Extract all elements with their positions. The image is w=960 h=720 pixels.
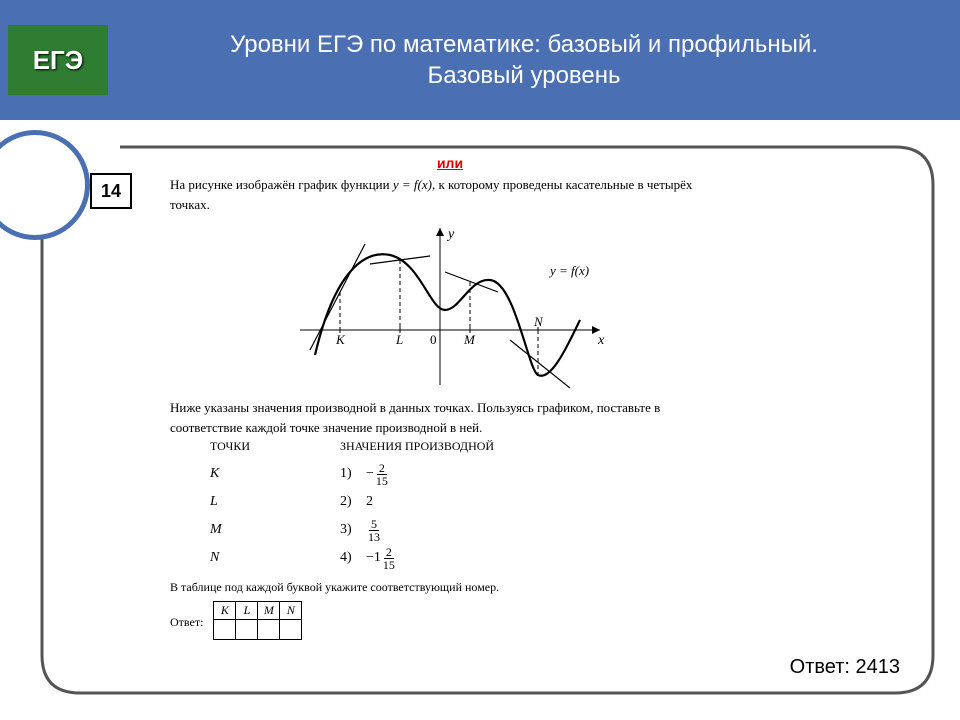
svg-text:0: 0: [430, 332, 437, 347]
deriv-4: 4) −1 215: [340, 544, 730, 572]
deriv-4-prefix: −1: [366, 550, 381, 566]
deriv-1-num: 1): [340, 466, 366, 482]
slide-header: ЕГЭ Уровни ЕГЭ по математике: базовый и …: [0, 0, 960, 120]
matching-columns: ТОЧКИ K L M N ЗНАЧЕНИЯ ПРОИЗВОДНОЙ 1) − …: [170, 439, 730, 572]
deriv-4-frac: 215: [381, 546, 397, 571]
or-label: или: [170, 155, 730, 171]
deriv-1-prefix: −: [366, 466, 374, 482]
desc-text-1: На рисунке изображён график функции: [170, 177, 393, 192]
svg-text:L: L: [395, 332, 403, 347]
deriv-2-num: 2): [340, 494, 366, 510]
y-axis-label: y: [446, 227, 455, 242]
svg-text:K: K: [335, 332, 346, 347]
derivs-header: ЗНАЧЕНИЯ ПРОИЗВОДНОЙ: [340, 439, 730, 454]
task-body: или На рисунке изображён график функции …: [170, 155, 730, 640]
deriv-3: 3) 513: [340, 516, 730, 544]
ans-col-m: M: [258, 602, 280, 620]
svg-text:M: M: [463, 332, 476, 347]
answer-row: Ответ: K L M N: [170, 601, 730, 640]
points-header: ТОЧКИ: [210, 439, 340, 454]
answer-table: K L M N: [213, 601, 302, 640]
ege-logo: ЕГЭ: [8, 25, 108, 95]
task-number-box: 14: [90, 173, 132, 209]
logo-text: ЕГЭ: [33, 45, 84, 76]
deriv-1-frac: 215: [374, 462, 390, 487]
problem-area: 14 или На рисунке изображён график функц…: [90, 155, 910, 675]
ans-col-n: N: [280, 602, 302, 620]
deriv-3-num: 3): [340, 522, 366, 538]
problem-description-2: Ниже указаны значения производной в данн…: [170, 398, 730, 437]
x-axis-label: x: [597, 333, 605, 348]
point-m: M: [210, 516, 340, 544]
slide-title: Уровни ЕГЭ по математике: базовый и проф…: [108, 29, 960, 91]
deriv-4-num: 4): [340, 550, 366, 566]
point-l: L: [210, 488, 340, 516]
answer-label: Ответ:: [170, 601, 203, 630]
table-instruction: В таблице под каждой буквой укажите соот…: [170, 580, 730, 595]
ans-col-k: K: [214, 602, 236, 620]
final-answer: Ответ: 2413: [790, 656, 900, 679]
decorative-circle: [0, 130, 90, 240]
function-graph: y x y = f(x) K L 0 M N: [280, 220, 620, 390]
problem-description-1: На рисунке изображён график функции y = …: [170, 175, 730, 214]
svg-text:N: N: [533, 314, 544, 329]
ans-col-l: L: [236, 602, 258, 620]
title-line-1: Уровни ЕГЭ по математике: базовый и проф…: [108, 29, 940, 60]
title-line-2: Базовый уровень: [108, 60, 940, 91]
task-number: 14: [101, 181, 121, 202]
point-n: N: [210, 544, 340, 572]
desc-func: y = f(x): [393, 177, 432, 192]
deriv-3-frac: 513: [366, 518, 382, 543]
points-column: ТОЧКИ K L M N: [210, 439, 340, 572]
deriv-2-val: 2: [366, 494, 373, 510]
deriv-1: 1) − 215: [340, 460, 730, 488]
derivs-column: ЗНАЧЕНИЯ ПРОИЗВОДНОЙ 1) − 215 2) 2 3) 51…: [340, 439, 730, 572]
point-k: K: [210, 460, 340, 488]
deriv-2: 2) 2: [340, 488, 730, 516]
curve-label: y = f(x): [548, 263, 589, 278]
